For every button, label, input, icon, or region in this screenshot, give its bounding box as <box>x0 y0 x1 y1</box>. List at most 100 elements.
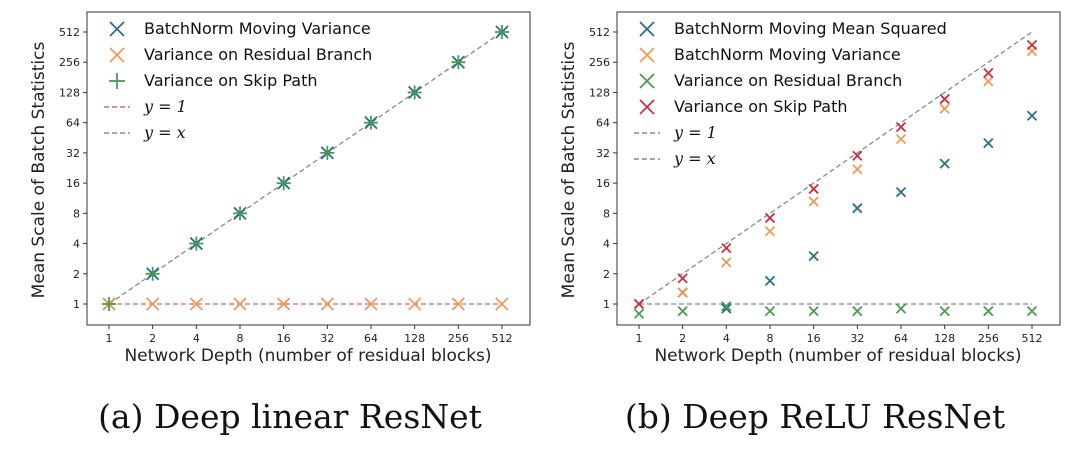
data-point <box>276 176 291 191</box>
panel-caption: (b) Deep ReLU ResNet <box>625 397 1005 436</box>
data-point <box>808 305 819 317</box>
data-point <box>808 250 819 262</box>
x-tick-label: 16 <box>807 332 821 345</box>
x-tick-label: 256 <box>978 332 999 345</box>
legend-label: Variance on Residual Branch <box>674 71 902 90</box>
data-point <box>364 115 378 130</box>
x-tick-label: 32 <box>320 332 334 345</box>
data-point <box>895 303 907 314</box>
x-tick-label: 128 <box>934 332 955 345</box>
legend: BatchNorm Moving Mean Squared BatchNorm M… <box>634 19 947 168</box>
data-point <box>408 297 422 311</box>
y-tick-label: 1 <box>603 298 610 311</box>
y-tick-label: 8 <box>73 207 80 220</box>
x-tick-label: 64 <box>894 332 908 345</box>
y-tick-label: 128 <box>589 86 610 99</box>
data-point <box>146 297 160 311</box>
x-tick-label: 64 <box>364 332 378 345</box>
data-point <box>1026 39 1038 51</box>
reference-lines <box>638 31 1033 305</box>
data-point <box>852 203 863 214</box>
y-tick-label: 64 <box>596 117 610 130</box>
plot-frame <box>86 11 531 326</box>
legend-marker <box>639 73 655 89</box>
legend-label: Variance on Skip Path <box>674 97 847 116</box>
x-tick-label: 256 <box>448 332 469 345</box>
legend-label: y = x <box>673 149 716 168</box>
x-tick-label: 4 <box>193 332 200 345</box>
panel-caption: (a) Deep linear ResNet <box>98 397 482 436</box>
data-point <box>939 305 950 317</box>
x-tick-label: 1 <box>106 332 113 345</box>
x-tick-label: 8 <box>767 332 774 345</box>
legend-marker <box>109 73 125 89</box>
data-point <box>1026 305 1038 317</box>
data-point <box>320 145 335 160</box>
y-axis-ticks: 1 2 4 8 16 32 64 128 256 512 <box>589 26 617 311</box>
data-point <box>939 93 950 105</box>
x-tick-label: 512 <box>1022 332 1043 345</box>
legend-marker <box>639 21 655 37</box>
y-tick-label: 1 <box>73 298 80 311</box>
legend-label: y = 1 <box>143 97 187 116</box>
data-point <box>277 297 291 311</box>
y-tick-label: 32 <box>66 147 80 160</box>
data-point <box>495 25 509 39</box>
y-axis-label: Mean Scale of Batch Statistics <box>29 42 49 299</box>
data-point <box>764 275 776 287</box>
legend-label: BatchNorm Moving Variance <box>674 45 901 64</box>
data-point <box>189 236 204 251</box>
data-point <box>852 305 863 317</box>
y-tick-label: 16 <box>66 177 80 190</box>
x-tick-label: 128 <box>404 332 425 345</box>
x-tick-label: 512 <box>492 332 513 345</box>
data-points <box>102 25 509 311</box>
legend-marker <box>109 21 125 37</box>
legend: BatchNorm Moving Variance Variance on Res… <box>104 19 372 142</box>
legend-label: BatchNorm Moving Mean Squared <box>674 19 947 38</box>
y-tick-label: 512 <box>589 26 610 39</box>
y-axis-label: Mean Scale of Batch Statistics <box>559 42 579 299</box>
data-point <box>721 257 732 268</box>
data-point <box>895 133 907 145</box>
data-point <box>233 297 247 311</box>
x-tick-label: 8 <box>237 332 244 345</box>
y-tick-label: 512 <box>59 26 80 39</box>
data-point <box>895 187 907 198</box>
data-point <box>677 305 688 317</box>
x-tick-label: 2 <box>679 332 686 345</box>
x-axis-label: Network Depth (number of residual blocks… <box>654 346 1021 366</box>
x-tick-label: 32 <box>850 332 864 345</box>
data-point <box>939 158 950 169</box>
data-points <box>633 39 1038 319</box>
data-point <box>189 297 203 311</box>
legend-label: BatchNorm Moving Variance <box>144 19 371 38</box>
data-point <box>102 297 116 311</box>
y-tick-label: 32 <box>596 147 610 160</box>
y-tick-label: 2 <box>73 268 80 281</box>
data-point <box>852 150 863 161</box>
data-point <box>895 121 907 133</box>
data-point <box>983 138 994 149</box>
data-point <box>495 297 509 311</box>
y-tick-label: 128 <box>59 86 80 99</box>
data-point <box>808 196 819 207</box>
data-point <box>721 301 732 312</box>
y-tick-label: 256 <box>589 56 610 69</box>
data-point <box>677 287 688 298</box>
data-point <box>320 297 334 311</box>
plot-frame <box>616 11 1061 326</box>
x-axis-ticks: 1 2 4 8 16 32 64 128 256 512 <box>106 325 513 345</box>
legend-marker <box>639 47 655 63</box>
x-tick-label: 16 <box>277 332 291 345</box>
data-point <box>407 85 422 100</box>
legend-label: Variance on Skip Path <box>144 71 317 90</box>
data-point <box>852 164 863 175</box>
y-tick-label: 4 <box>603 238 610 251</box>
data-point <box>983 305 994 317</box>
data-point <box>451 55 466 70</box>
legend-label: y = 1 <box>673 123 717 142</box>
